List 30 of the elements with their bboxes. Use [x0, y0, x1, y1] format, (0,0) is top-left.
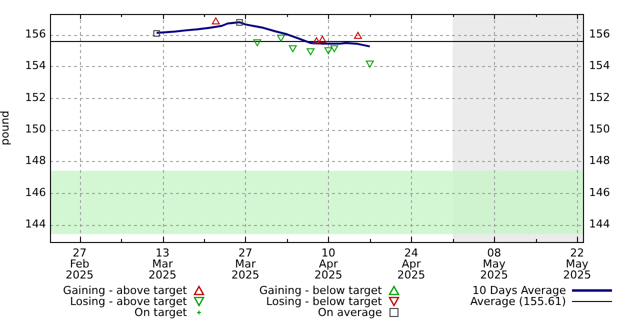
y-tick-label: 152 [25, 90, 46, 104]
legend-label: Losing - below target [266, 295, 382, 308]
x-tick-label: 13 Mar 2025 [148, 246, 177, 282]
legend-label: On target [134, 306, 187, 319]
y-tick-label: 144 [25, 217, 46, 230]
y2-tick-label: 156 [589, 27, 610, 40]
y-tick-label: 148 [25, 154, 46, 168]
x-tick-label: 10 Apr 2025 [314, 246, 342, 282]
y2-tick-label: 152 [589, 90, 610, 104]
legend-label: Gaining - below target [259, 284, 382, 297]
y2-tick-label: 144 [589, 217, 610, 230]
legend-label: Losing - above target [70, 295, 187, 308]
y-axis-title: pound [0, 110, 12, 146]
legend-label: Gaining - above target [63, 284, 187, 297]
legend-label: 10 Days Average [472, 284, 566, 297]
legend-label: On average [318, 306, 382, 319]
y2-tick-label: 154 [589, 59, 610, 72]
x-tick-label: 24 Apr 2025 [397, 246, 426, 282]
x-tick-label: 27 Mar 2025 [231, 246, 260, 282]
x-tick-label: 27 Feb 2025 [66, 246, 94, 282]
y-tick-label: 154 [25, 59, 46, 72]
y-tick-label: 150 [25, 122, 46, 136]
y-tick-label: 156 [25, 27, 46, 40]
legend-label: Average (155.61) [470, 295, 566, 308]
y2-tick-label: 148 [589, 154, 610, 168]
x-tick-label: 22 May 2025 [563, 246, 592, 282]
y2-tick-label: 146 [589, 186, 610, 199]
y2-tick-label: 150 [589, 122, 610, 136]
y-tick-label: 146 [25, 186, 46, 199]
x-tick-label: 08 May 2025 [480, 246, 508, 282]
